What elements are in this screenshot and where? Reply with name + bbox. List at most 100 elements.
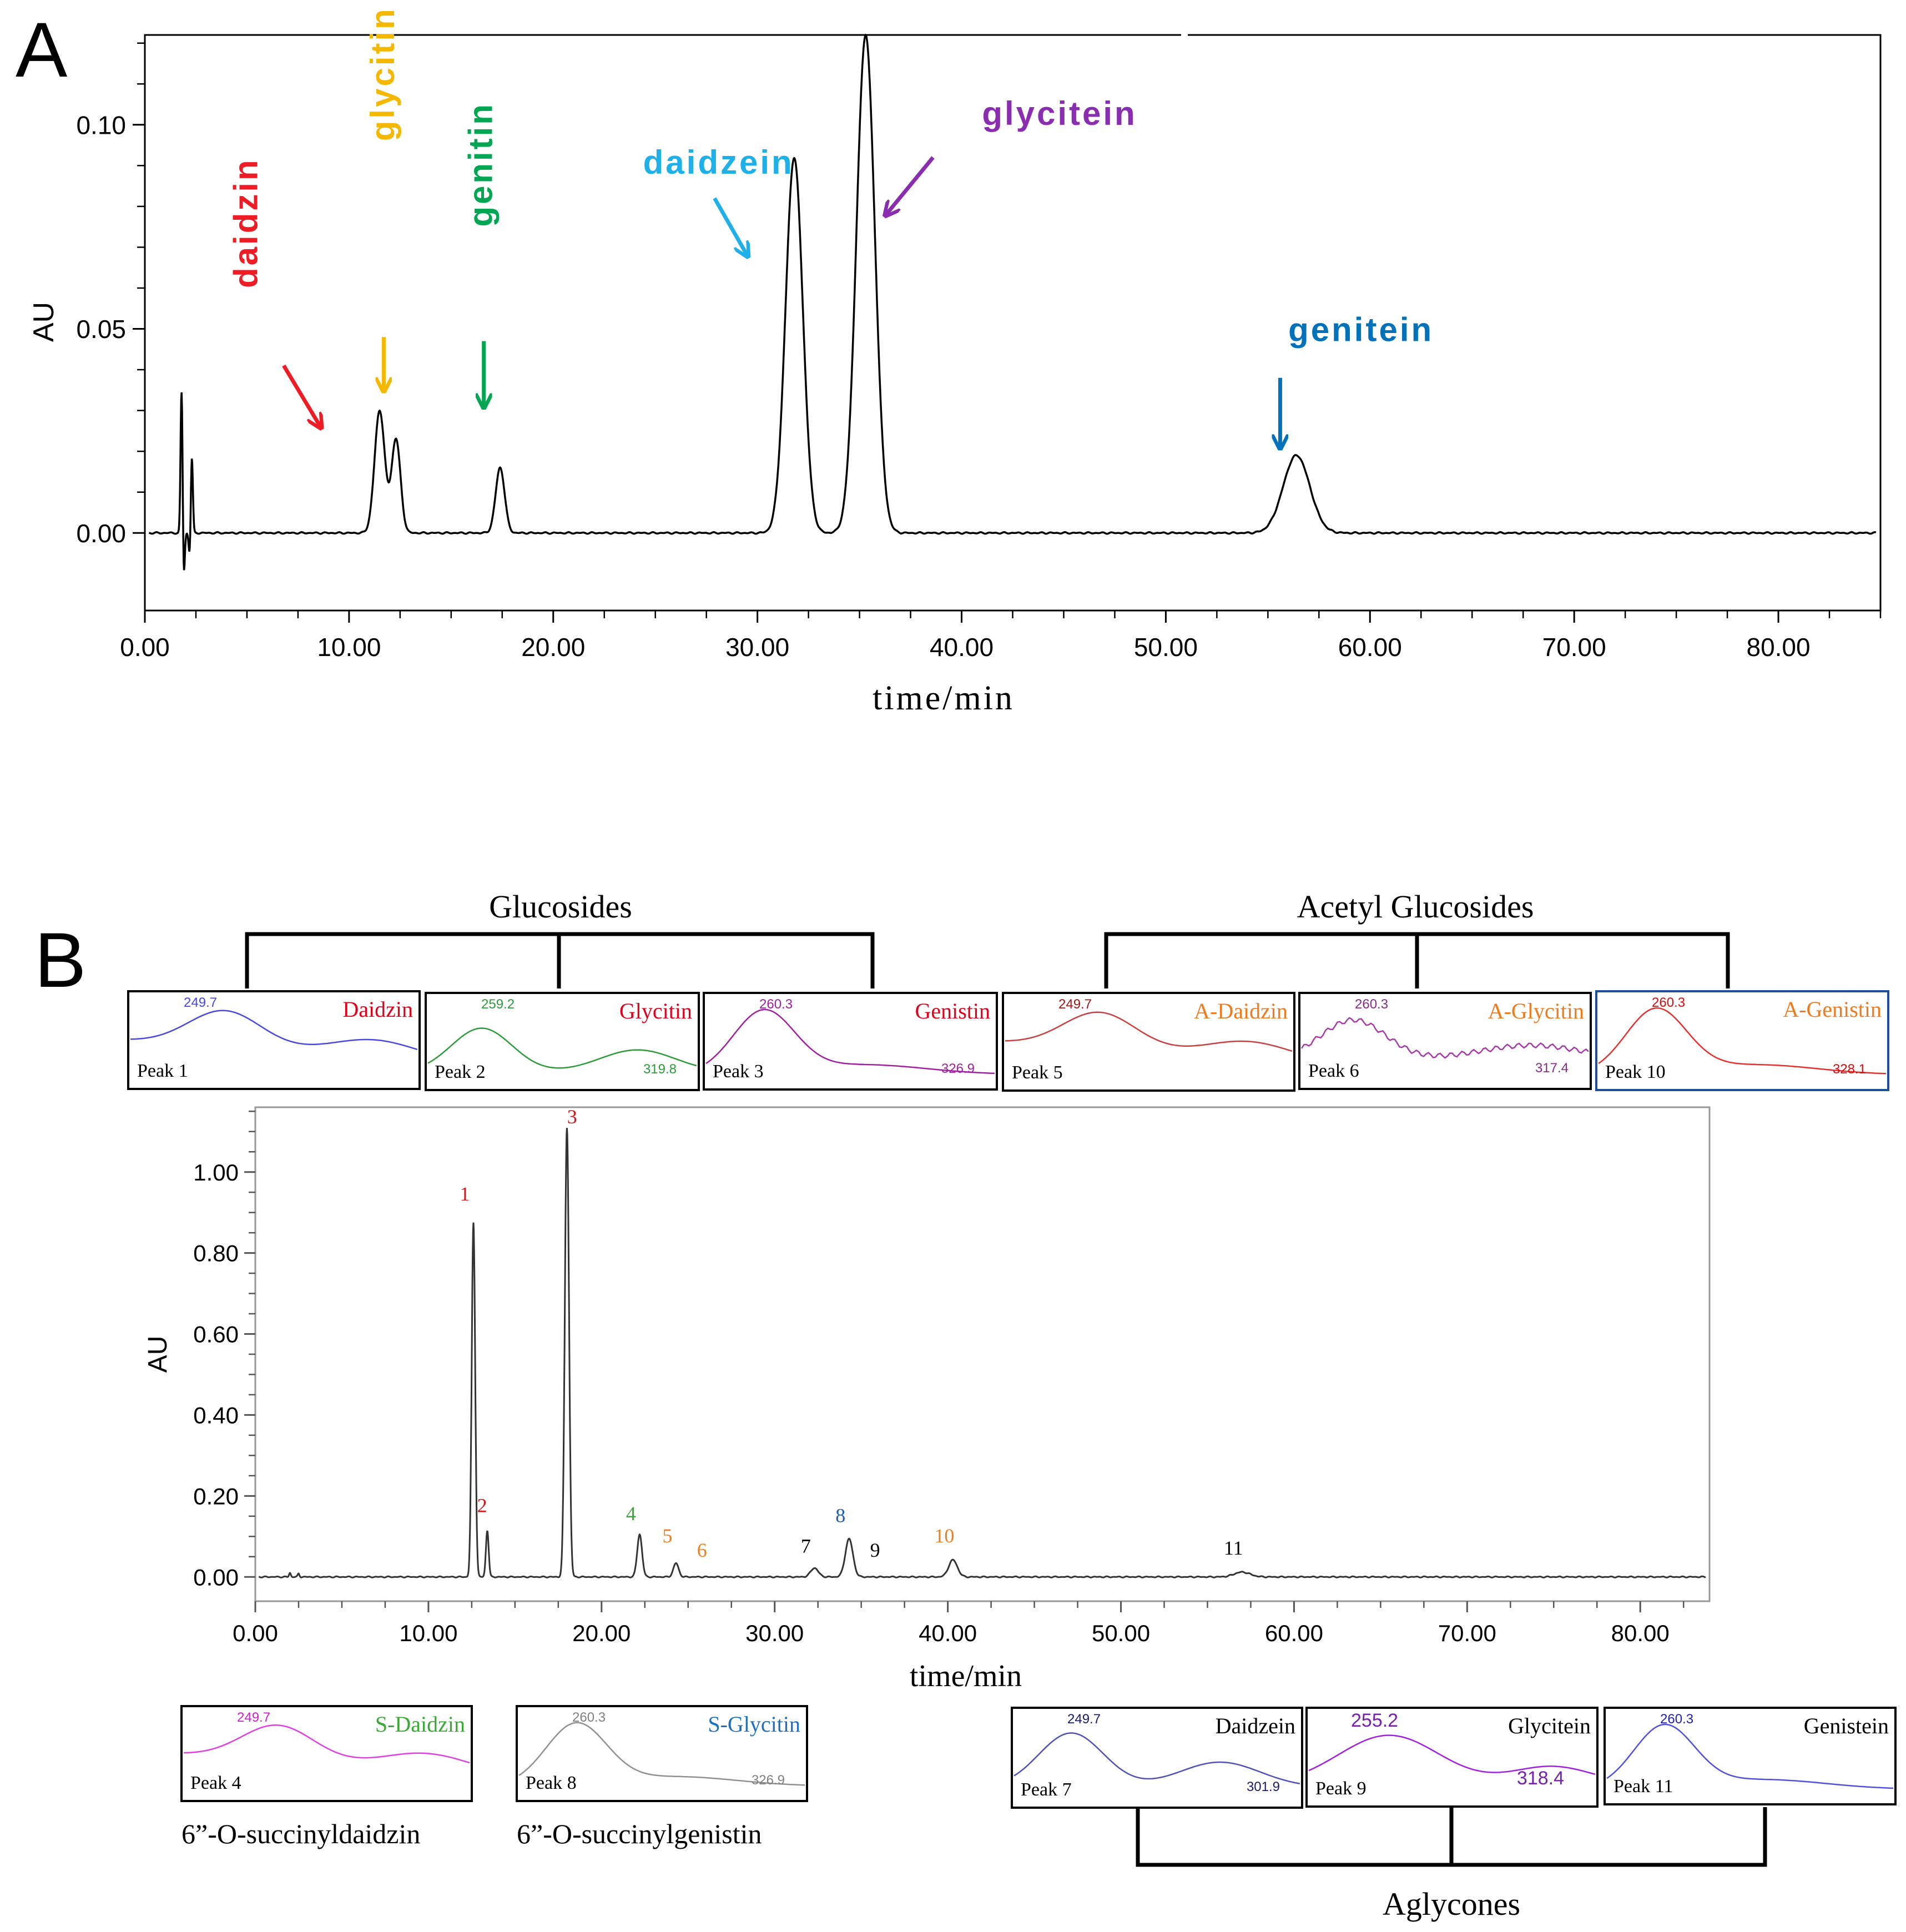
x-tick-label: 20.00 xyxy=(572,1620,631,1646)
spectrum-frame xyxy=(1011,1707,1303,1809)
annotation-label: daidzein xyxy=(643,144,794,181)
spectrum-compound-name: A-Genistin xyxy=(1783,997,1882,1022)
spectrum-max-2: 319.8 xyxy=(643,1062,677,1077)
y-tick-label: 0.10 xyxy=(76,110,126,139)
chart-b-ylabel: AU xyxy=(143,1336,173,1373)
x-tick-label: 0.00 xyxy=(120,633,170,662)
spectrum-inset-p9: Peak 9 Glycitein 255.2 318.4 xyxy=(1305,1707,1599,1808)
chart-a-ylabel: AU xyxy=(28,302,60,342)
peak-label: 7 xyxy=(801,1535,811,1557)
spectrum-max-2: 326.9 xyxy=(752,1773,785,1788)
peak-label: 1 xyxy=(460,1183,470,1205)
group-acetyl-label: Acetyl Glucosides xyxy=(1297,889,1534,925)
peak-label: 4 xyxy=(626,1502,636,1525)
spectrum-inset-p3: Peak 3 Genistin 260.3 326.9 xyxy=(703,992,998,1091)
x-tick-label: 60.00 xyxy=(1338,633,1402,662)
chart-b: 0.00 10.00 20.00 30.00 40.00 50.00 60.00 70.00 8… xyxy=(143,1106,1711,1693)
spectrum-inset-p7: Peak 7 Daidzein 249.7 301.9 xyxy=(1011,1707,1303,1809)
spectrum-frame xyxy=(703,992,998,1091)
chart-b-trace xyxy=(258,1128,1706,1578)
x-tick-label: 30.00 xyxy=(745,1620,804,1646)
y-tick-label: 1.00 xyxy=(193,1159,239,1186)
peak-label: 6 xyxy=(697,1539,707,1561)
x-tick-label: 50.00 xyxy=(1134,633,1198,662)
spectrum-peak-label: Peak 10 xyxy=(1605,1062,1666,1082)
spectrum-peak-label: Peak 3 xyxy=(713,1061,764,1082)
spectrum-peak-label: Peak 8 xyxy=(526,1773,577,1793)
spectrum-max-2: 317.4 xyxy=(1535,1061,1569,1076)
spectrum-peak-label: Peak 1 xyxy=(137,1061,188,1081)
x-tick-label: 70.00 xyxy=(1438,1620,1496,1646)
x-tick-label: 80.00 xyxy=(1746,633,1810,662)
annotation-label: genitin xyxy=(462,102,499,227)
peak-label: 9 xyxy=(870,1539,880,1561)
spectrum-line xyxy=(1606,1723,1894,1789)
y-tick-label: 0.80 xyxy=(193,1240,239,1267)
x-tick-label: 0.00 xyxy=(233,1620,278,1646)
chart-a-xlabel: time/min xyxy=(873,679,1015,717)
peak-label: 11 xyxy=(1224,1537,1243,1559)
spectrum-inset-p1: Peak 1 Daidzin 249.7 xyxy=(127,990,421,1090)
spectrum-frame xyxy=(425,992,700,1091)
annotation-label: daidzin xyxy=(227,158,264,288)
annotation-arrow xyxy=(713,197,747,255)
x-tick-label: 70.00 xyxy=(1542,633,1606,662)
spectrum-max-1: 249.7 xyxy=(237,1710,270,1725)
y-tick-label: 0.05 xyxy=(76,315,126,344)
spectrum-compound-name: S-Glycitin xyxy=(708,1712,800,1737)
spectrum-max-1: 260.3 xyxy=(759,997,793,1012)
spectrum-peak-label: Peak 9 xyxy=(1315,1778,1367,1799)
y-tick-label: 0.60 xyxy=(193,1321,239,1348)
spectrum-caption: 6”-O-succinylgenistin xyxy=(517,1818,762,1849)
bracket-aglycones xyxy=(1136,1807,1767,1867)
panel-b-label: B xyxy=(34,916,86,1003)
spectrum-max-1: 260.3 xyxy=(1355,997,1388,1012)
spectrum-frame xyxy=(1298,992,1592,1090)
peak-label: 3 xyxy=(567,1106,577,1128)
spectrum-max-2: 318.4 xyxy=(1517,1768,1564,1789)
y-tick-label: 0.20 xyxy=(193,1483,239,1509)
spectrum-line xyxy=(1013,1732,1300,1784)
spectrum-max-1: 249.7 xyxy=(184,995,217,1010)
spectrum-inset-p5: Peak 5 A-Daidzin 249.7 xyxy=(1002,992,1295,1092)
annotation-arrow xyxy=(886,156,935,215)
spectrum-line xyxy=(705,1008,995,1075)
peak-label: 10 xyxy=(934,1525,954,1547)
spectrum-peak-label: Peak 7 xyxy=(1021,1779,1072,1800)
spectrum-line xyxy=(427,1027,697,1069)
x-tick-label: 10.00 xyxy=(399,1620,457,1646)
x-tick-label: 30.00 xyxy=(725,633,789,662)
spectrum-line xyxy=(518,1722,805,1786)
spectrum-compound-name: Glycitin xyxy=(619,998,692,1023)
spectrum-compound-name: Genistin xyxy=(915,998,990,1023)
spectrum-peak-label: Peak 11 xyxy=(1613,1776,1673,1797)
annotation-label: glycitin xyxy=(364,7,401,141)
y-tick-label: 0.00 xyxy=(193,1564,239,1590)
spectrum-compound-name: S-Daidzin xyxy=(375,1712,465,1737)
spectrum-max-2: 301.9 xyxy=(1247,1779,1280,1794)
spectrum-peak-label: Peak 4 xyxy=(190,1773,241,1793)
spectrum-line xyxy=(1005,1011,1293,1052)
spectrum-line xyxy=(183,1724,470,1764)
chart-a: 0.00 10.00 20.00 30.00 40.00 50.00 60.00 70.00 8… xyxy=(28,7,1882,717)
chart-a-trace xyxy=(148,33,1877,571)
peak-label: 8 xyxy=(835,1505,845,1527)
spectrum-frame xyxy=(516,1705,808,1802)
spectrum-max-1: 259.2 xyxy=(481,997,515,1012)
spectrum-compound-name: Genistein xyxy=(1804,1713,1889,1738)
spectrum-compound-name: Daidzin xyxy=(342,997,413,1022)
spectrum-line xyxy=(1308,1734,1596,1775)
chart-b-frame xyxy=(254,1106,1711,1602)
y-tick-label: 0.40 xyxy=(193,1403,239,1429)
spectrum-peak-label: Peak 2 xyxy=(435,1062,486,1082)
spectrum-peak-label: Peak 5 xyxy=(1012,1062,1063,1083)
bracket-acetyl xyxy=(1104,932,1730,988)
spectrum-inset-p4: Peak 4 S-Daidzin 249.7 6”-O-succinyldaidzin xyxy=(180,1705,473,1849)
spectrum-max-1: 260.3 xyxy=(1660,1712,1693,1727)
x-tick-label: 10.00 xyxy=(317,633,381,662)
spectrum-max-1: 249.7 xyxy=(1058,997,1092,1012)
spectrum-frame xyxy=(1595,990,1889,1091)
spectrum-peak-label: Peak 6 xyxy=(1308,1061,1359,1081)
group-aglycones-label: Aglycones xyxy=(1383,1886,1520,1922)
spectrum-compound-name: A-Glycitin xyxy=(1488,998,1584,1023)
